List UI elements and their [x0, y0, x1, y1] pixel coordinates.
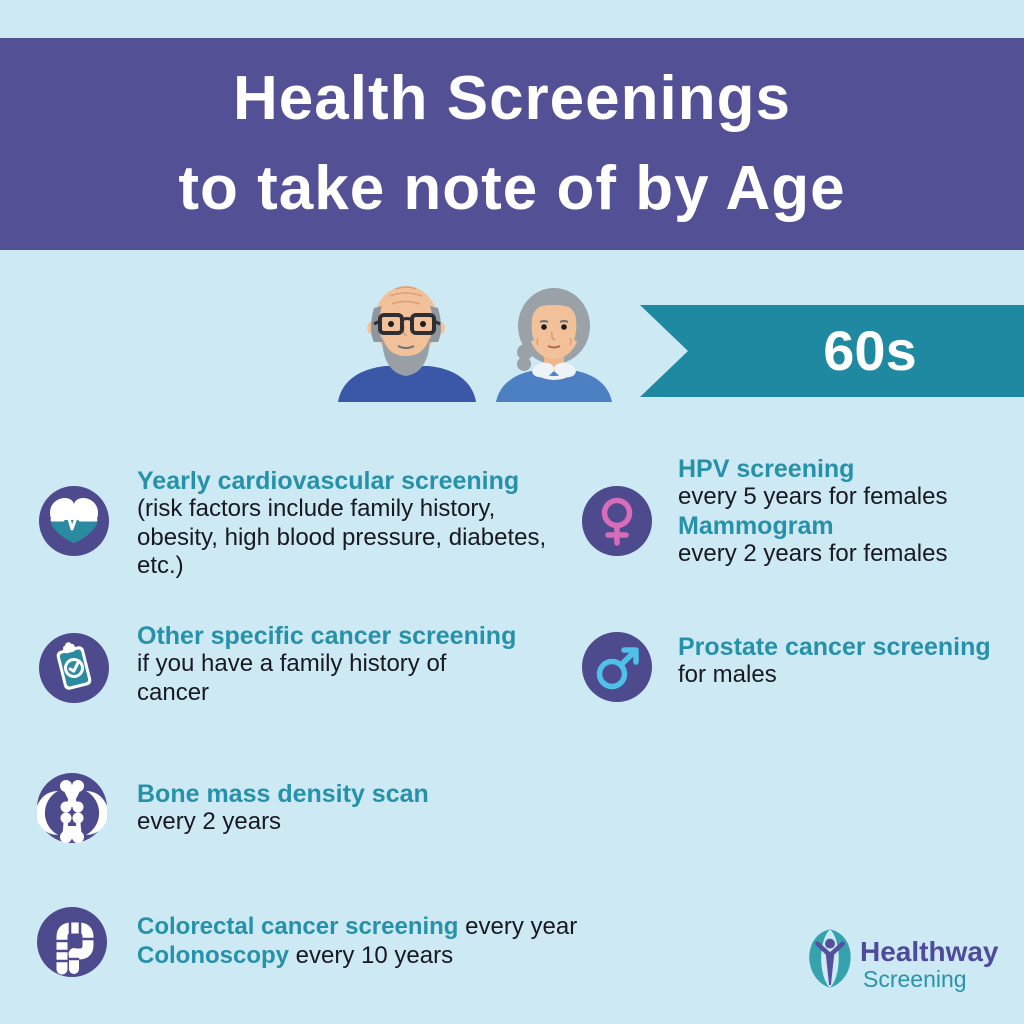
cardio-body-line: (risk factors include family history, [137, 495, 496, 522]
bone-body-line: every 2 years [137, 808, 282, 835]
cardio-title: Yearly cardiovascular screening [137, 467, 520, 495]
bone-item: Bone mass density scan every 2 years [137, 780, 429, 837]
age-label: 60s [823, 319, 917, 382]
header-banner: Health Screenings to take note of by Age [0, 38, 1024, 250]
page-title-line2: to take note of by Age [178, 154, 846, 223]
other-cancer-body-line: if you have a family history of [137, 650, 447, 677]
page-title-line1: Health Screenings [233, 64, 791, 133]
elderly-woman-avatar [490, 282, 618, 402]
colorectal-freq: every year [458, 913, 578, 940]
hpv-title: HPV screening [678, 455, 855, 483]
heart-pulse-icon [39, 486, 109, 556]
bone-joint-icon [36, 773, 108, 843]
female-symbol-icon [582, 486, 652, 556]
mammogram-body: every 2 years for females [678, 539, 948, 567]
colorectal-line1: Colorectal cancer screening every year [137, 913, 577, 942]
bone-title: Bone mass density scan [137, 780, 429, 808]
age-ribbon: 60s [640, 305, 1024, 397]
colorectal-line2: Colonoscopy every 10 years [137, 942, 577, 971]
other-cancer-title: Other specific cancer screening [137, 622, 517, 650]
other-cancer-item: Other specific cancer screening if you h… [137, 622, 516, 707]
cardio-body-line: obesity, high blood pressure, diabetes, [137, 523, 547, 551]
brand-logo: Healthway Screening [800, 920, 1020, 1000]
colonoscopy-title: Colonoscopy [137, 941, 290, 969]
elderly-man-avatar [330, 274, 484, 402]
prostate-body: for males [678, 661, 777, 688]
clipboard-check-icon [39, 633, 109, 703]
cardio-body-line: etc.) [137, 552, 184, 580]
prostate-title: Prostate cancer screening [678, 633, 991, 661]
healthway-logo-icon [803, 922, 857, 999]
prostate-item: Prostate cancer screening for males [678, 633, 991, 690]
male-symbol-icon [582, 632, 652, 702]
logo-sub-text: Screening [863, 966, 967, 992]
female-screenings-item: HPV screening every 5 years for females … [678, 455, 947, 568]
cardio-item: Yearly cardiovascular screening (risk fa… [137, 467, 546, 581]
logo-brand-text: Healthway [860, 936, 999, 967]
colon-icon [37, 907, 107, 977]
other-cancer-body-line: cancer [137, 678, 210, 706]
colorectal-title: Colorectal cancer screening [137, 913, 459, 940]
colorectal-item: Colorectal cancer screening every year C… [137, 913, 577, 970]
mammogram-title: Mammogram [678, 511, 834, 540]
colonoscopy-freq: every 10 years [289, 941, 454, 969]
hpv-body: every 5 years for females [678, 483, 948, 510]
